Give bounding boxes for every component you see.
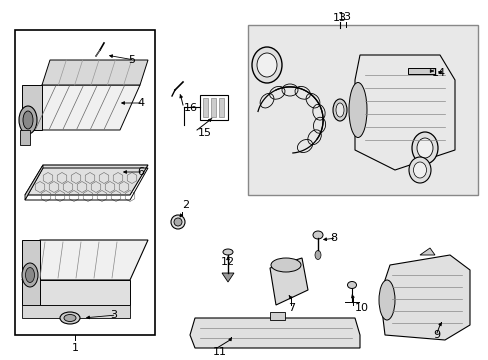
- Ellipse shape: [257, 53, 276, 77]
- Ellipse shape: [378, 280, 394, 320]
- Ellipse shape: [251, 47, 282, 83]
- Text: 6: 6: [137, 167, 143, 177]
- Ellipse shape: [171, 215, 184, 229]
- Ellipse shape: [314, 251, 320, 260]
- Polygon shape: [222, 273, 234, 282]
- Ellipse shape: [348, 82, 366, 138]
- Text: 10: 10: [354, 303, 368, 313]
- Polygon shape: [22, 240, 40, 305]
- Polygon shape: [22, 85, 42, 130]
- Ellipse shape: [335, 103, 343, 117]
- Text: 9: 9: [432, 330, 439, 340]
- Ellipse shape: [60, 312, 80, 324]
- Bar: [247, 25, 477, 195]
- Polygon shape: [20, 130, 30, 145]
- Text: 11: 11: [213, 347, 226, 357]
- Text: 13: 13: [337, 12, 351, 22]
- Polygon shape: [190, 318, 359, 348]
- Text: 4: 4: [137, 98, 144, 108]
- Polygon shape: [354, 55, 454, 170]
- Bar: [203, 98, 207, 117]
- Polygon shape: [22, 240, 148, 280]
- Ellipse shape: [312, 231, 323, 239]
- Polygon shape: [25, 165, 148, 195]
- Bar: [219, 98, 224, 117]
- Text: 5: 5: [128, 55, 135, 65]
- Ellipse shape: [413, 162, 426, 178]
- Text: 7: 7: [287, 303, 295, 313]
- Polygon shape: [25, 165, 43, 200]
- Text: 2: 2: [182, 200, 189, 210]
- Bar: [407, 68, 434, 74]
- Ellipse shape: [347, 282, 356, 288]
- Ellipse shape: [270, 258, 301, 272]
- Text: 12: 12: [221, 257, 235, 267]
- Ellipse shape: [411, 132, 437, 164]
- Polygon shape: [381, 255, 469, 340]
- Ellipse shape: [25, 267, 35, 283]
- Text: 14: 14: [431, 68, 445, 78]
- Ellipse shape: [23, 111, 33, 129]
- Ellipse shape: [174, 218, 182, 226]
- Polygon shape: [419, 248, 434, 255]
- Polygon shape: [22, 85, 140, 130]
- Text: 16: 16: [183, 103, 198, 113]
- Ellipse shape: [416, 138, 432, 158]
- Text: 13: 13: [332, 13, 346, 23]
- Text: 1: 1: [71, 343, 79, 353]
- Ellipse shape: [64, 315, 76, 321]
- Bar: [200, 95, 227, 120]
- Text: 3: 3: [110, 310, 117, 320]
- Polygon shape: [22, 280, 130, 305]
- Bar: [210, 98, 216, 117]
- Text: 8: 8: [329, 233, 336, 243]
- Ellipse shape: [223, 249, 232, 255]
- Bar: [269, 312, 285, 320]
- Bar: [15, 30, 155, 335]
- Ellipse shape: [332, 99, 346, 121]
- Polygon shape: [42, 60, 148, 85]
- Ellipse shape: [22, 263, 38, 287]
- Polygon shape: [269, 258, 307, 305]
- Ellipse shape: [408, 157, 430, 183]
- Text: 15: 15: [198, 128, 212, 138]
- Ellipse shape: [19, 106, 37, 134]
- Polygon shape: [22, 305, 130, 318]
